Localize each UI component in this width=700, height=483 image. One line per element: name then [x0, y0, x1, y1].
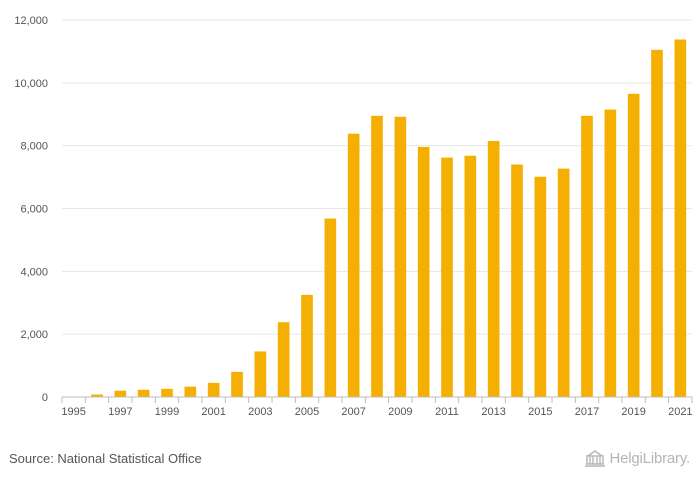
y-tick-label: 4,000 — [20, 266, 48, 278]
source-note: Source: National Statistical Office — [9, 451, 202, 466]
bar-2018[interactable] — [604, 109, 617, 397]
bar-2006[interactable] — [324, 218, 337, 397]
bar-2020[interactable] — [651, 49, 663, 398]
x-tick-label: 2001 — [201, 406, 225, 418]
x-tick-label: 2003 — [248, 406, 272, 418]
bar-2003[interactable] — [254, 351, 267, 397]
bar-2017[interactable] — [581, 115, 593, 397]
helgi-library-logo[interactable]: HelgiLibrary. — [584, 449, 691, 467]
bar-1998[interactable] — [137, 389, 150, 397]
bar-1997[interactable] — [114, 390, 127, 397]
y-tick-label: 6,000 — [20, 204, 48, 216]
bar-2016[interactable] — [557, 168, 570, 397]
y-tick-label: 2,000 — [20, 329, 48, 341]
x-axis-labels: 1995 1997 1999 2001 2003 2005 2007 2009 2011 2013… — [61, 406, 692, 418]
y-tick-label: 8,000 — [20, 141, 48, 153]
x-tick-label: 2015 — [528, 406, 552, 418]
bar-2021[interactable] — [674, 39, 687, 397]
bar-2005[interactable] — [301, 294, 313, 397]
x-tick-label: 2005 — [295, 406, 319, 418]
y-tick-label: 12,000 — [14, 15, 48, 27]
bar-2009[interactable] — [394, 116, 407, 397]
y-tick-label: 0 — [42, 392, 48, 404]
bar-1999[interactable] — [161, 388, 173, 397]
bar-2011[interactable] — [441, 157, 453, 397]
x-tick-label: 2017 — [575, 406, 599, 418]
bar-2001[interactable] — [207, 382, 220, 397]
x-tick-label: 2009 — [388, 406, 412, 418]
x-axis — [61, 396, 693, 403]
x-tick-label: 2019 — [621, 406, 645, 418]
bar-2014[interactable] — [511, 164, 523, 397]
bar-2002[interactable] — [231, 371, 243, 397]
bar-2010[interactable] — [417, 146, 430, 397]
logo-text: HelgiLibrary. — [609, 449, 691, 467]
bars — [91, 39, 687, 398]
bar-2013[interactable] — [487, 140, 500, 397]
x-tick-label: 1997 — [108, 406, 132, 418]
bar-2004[interactable] — [277, 322, 290, 397]
bar-2015[interactable] — [534, 176, 547, 397]
x-tick-label: 1999 — [155, 406, 179, 418]
y-axis-labels: 0 2,000 4,000 6,000 8,000 10,000 12,000 — [14, 15, 48, 404]
x-tick-label: 1995 — [61, 406, 85, 418]
x-tick-label: 2007 — [341, 406, 365, 418]
x-tick-label: 2013 — [481, 406, 505, 418]
bar-2019[interactable] — [627, 93, 640, 398]
y-tick-label: 10,000 — [14, 78, 48, 90]
bar-2012[interactable] — [464, 155, 477, 397]
library-building-icon — [584, 450, 605, 467]
bar-2000[interactable] — [184, 386, 197, 397]
bar-1996[interactable] — [91, 394, 103, 397]
bar-2007[interactable] — [347, 133, 360, 397]
x-tick-label: 2011 — [435, 406, 459, 418]
x-tick-label: 2021 — [668, 406, 692, 418]
bar-2008[interactable] — [371, 115, 383, 397]
